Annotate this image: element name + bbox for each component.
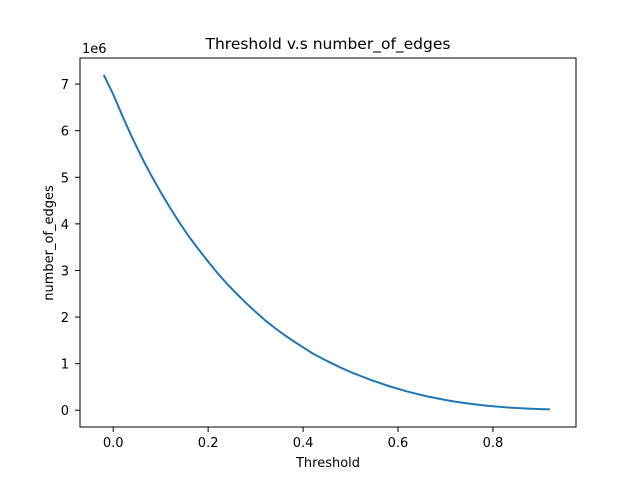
y-offset-label: 1e6 [82, 42, 107, 57]
x-axis-ticks: 0.0 0.2 0.4 0.6 0.8 [103, 427, 503, 451]
x-tick-label: 0.4 [293, 436, 314, 451]
series-line [102, 74, 550, 411]
y-axis-label: number_of_edges [42, 185, 57, 301]
x-axis-label: Threshold [295, 456, 360, 471]
y-tick-label: 1 [61, 358, 69, 373]
y-tick-label: 7 [61, 78, 69, 93]
y-tick-label: 5 [61, 171, 69, 186]
y-tick-label: 6 [61, 125, 69, 140]
x-tick-label: 0.8 [483, 436, 504, 451]
y-tick-label: 3 [61, 264, 69, 279]
x-tick-label: 0.6 [388, 436, 409, 451]
chart-title: Threshold v.s number_of_edges [205, 35, 451, 54]
y-tick-label: 2 [61, 311, 69, 326]
plot-frame [79, 57, 577, 428]
y-tick-label: 0 [61, 404, 69, 419]
x-tick-label: 0.0 [103, 436, 124, 451]
y-tick-label: 4 [61, 218, 69, 233]
x-tick-label: 0.2 [198, 436, 219, 451]
y-axis-ticks: 0 1 2 3 4 5 6 7 [61, 78, 80, 419]
